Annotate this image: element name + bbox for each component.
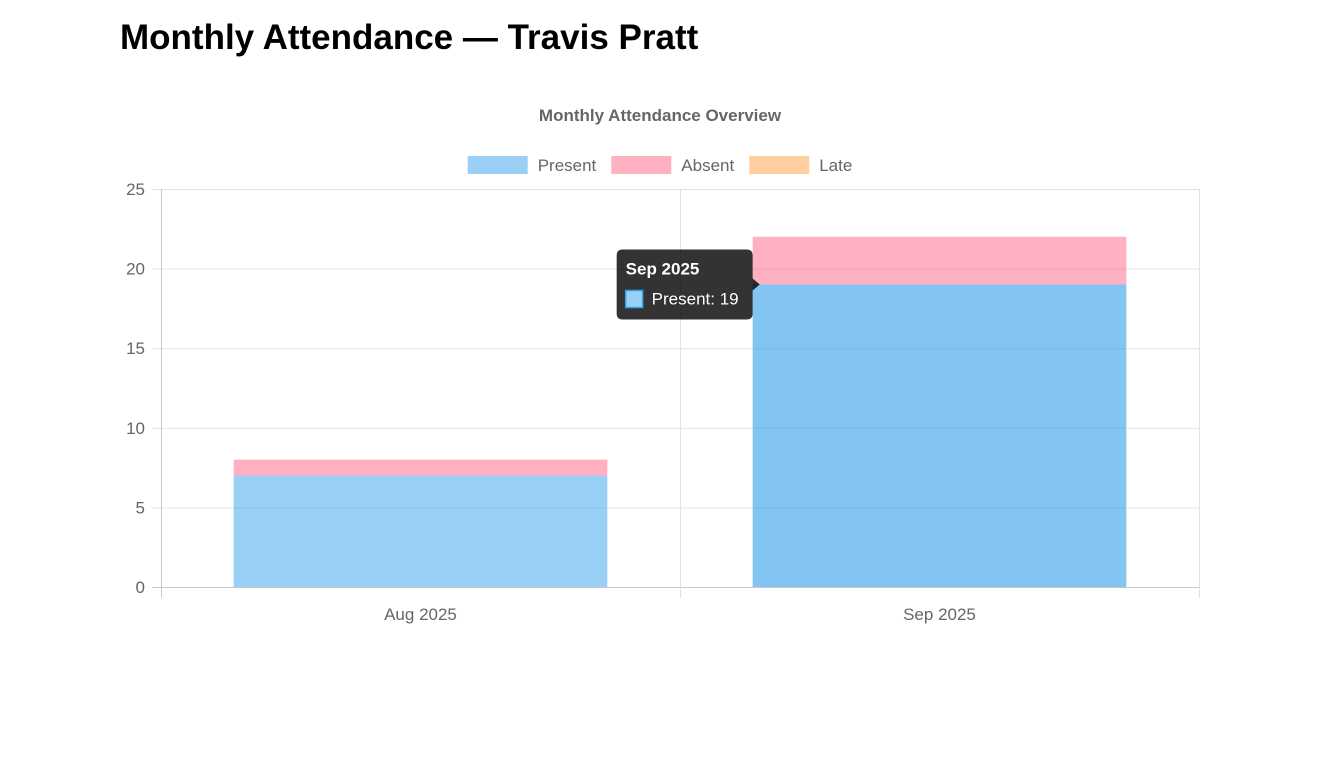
tooltip-title: Sep 2025 (626, 260, 700, 279)
legend-swatch-late (749, 156, 810, 174)
x-tick-label: Sep 2025 (903, 605, 976, 624)
chart-legend[interactable]: Present Absent Late (467, 156, 853, 175)
bar-present-sep-2025 (752, 284, 1127, 587)
y-tick-label: 20 (126, 260, 145, 279)
legend-swatch-absent (611, 156, 672, 174)
y-tick-label: 5 (136, 498, 145, 517)
legend-label-late: Late (819, 156, 852, 175)
bar-absent-aug-2025 (233, 459, 608, 476)
bar-present-aug-2025 (233, 475, 608, 587)
tooltip-label: Present: 19 (652, 290, 739, 309)
page-title: Monthly Attendance — Travis Pratt (120, 18, 699, 57)
chart-title: Monthly Attendance Overview (539, 106, 782, 125)
legend-label-present: Present (538, 156, 597, 175)
y-tick-label: 0 (136, 578, 145, 597)
bar-absent-sep-2025 (752, 236, 1127, 285)
tooltip-swatch (624, 289, 644, 309)
x-tick-label: Aug 2025 (384, 605, 457, 624)
chart-bars[interactable] (233, 236, 1127, 587)
chart-tooltip: Sep 2025 Present: 19 (616, 249, 760, 320)
y-tick-label: 25 (126, 180, 145, 199)
y-tick-label: 10 (126, 419, 145, 438)
legend-label-absent: Absent (681, 156, 734, 175)
chart-axes: 0 5 10 15 20 25 Aug 2025 Sep 2025 (126, 180, 976, 624)
tooltip-box (616, 249, 760, 320)
legend-swatch-present (467, 156, 528, 174)
y-tick-label: 15 (126, 339, 145, 358)
